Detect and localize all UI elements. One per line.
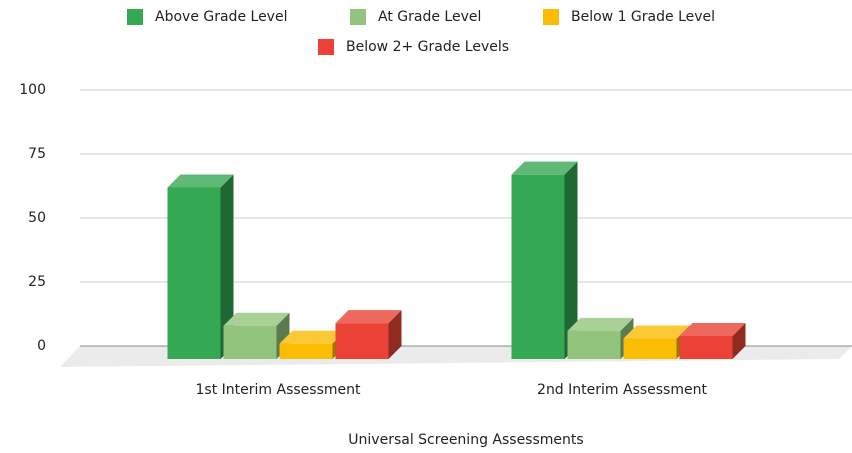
bar-front [623, 338, 677, 359]
bar-top [623, 325, 690, 339]
bar-top [279, 330, 346, 344]
legend-swatch [318, 39, 334, 55]
bar-top [511, 161, 578, 175]
bar-front [279, 343, 333, 359]
bar-side [564, 161, 578, 359]
bar [335, 310, 402, 359]
bar-side [388, 310, 402, 359]
legend-swatch [543, 9, 559, 25]
bar-front [335, 323, 389, 359]
bar-front [167, 187, 221, 359]
x-tick-label: 2nd Interim Assessment [537, 382, 707, 398]
y-tick-label: 75 [28, 146, 46, 162]
bar-side [732, 322, 746, 359]
legend-swatch [127, 9, 143, 25]
legend-label: Below 2+ Grade Levels [346, 39, 509, 55]
legend-swatch [350, 9, 366, 25]
x-axis-label: Universal Screening Assessments [348, 432, 583, 448]
y-tick-label: 25 [28, 274, 46, 290]
x-tick-label: 1st Interim Assessment [196, 382, 361, 398]
bar-top [223, 312, 290, 326]
bar-front [223, 325, 277, 359]
legend-label: Above Grade Level [155, 9, 287, 25]
bar [679, 322, 746, 359]
y-tick-label: 0 [37, 338, 46, 354]
bar [167, 174, 234, 359]
legend-label: Below 1 Grade Level [571, 9, 715, 25]
y-tick-label: 50 [28, 210, 46, 226]
bar-side [220, 174, 234, 359]
bar-top [335, 310, 402, 324]
legend-label: At Grade Level [378, 9, 481, 25]
bar-top [567, 317, 634, 331]
bar-front [567, 330, 621, 359]
bar-front [511, 174, 565, 359]
bar-top [167, 174, 234, 188]
bar [511, 161, 578, 359]
bar-front [679, 335, 733, 359]
y-tick-label: 100 [19, 82, 46, 98]
bar-top [679, 322, 746, 336]
